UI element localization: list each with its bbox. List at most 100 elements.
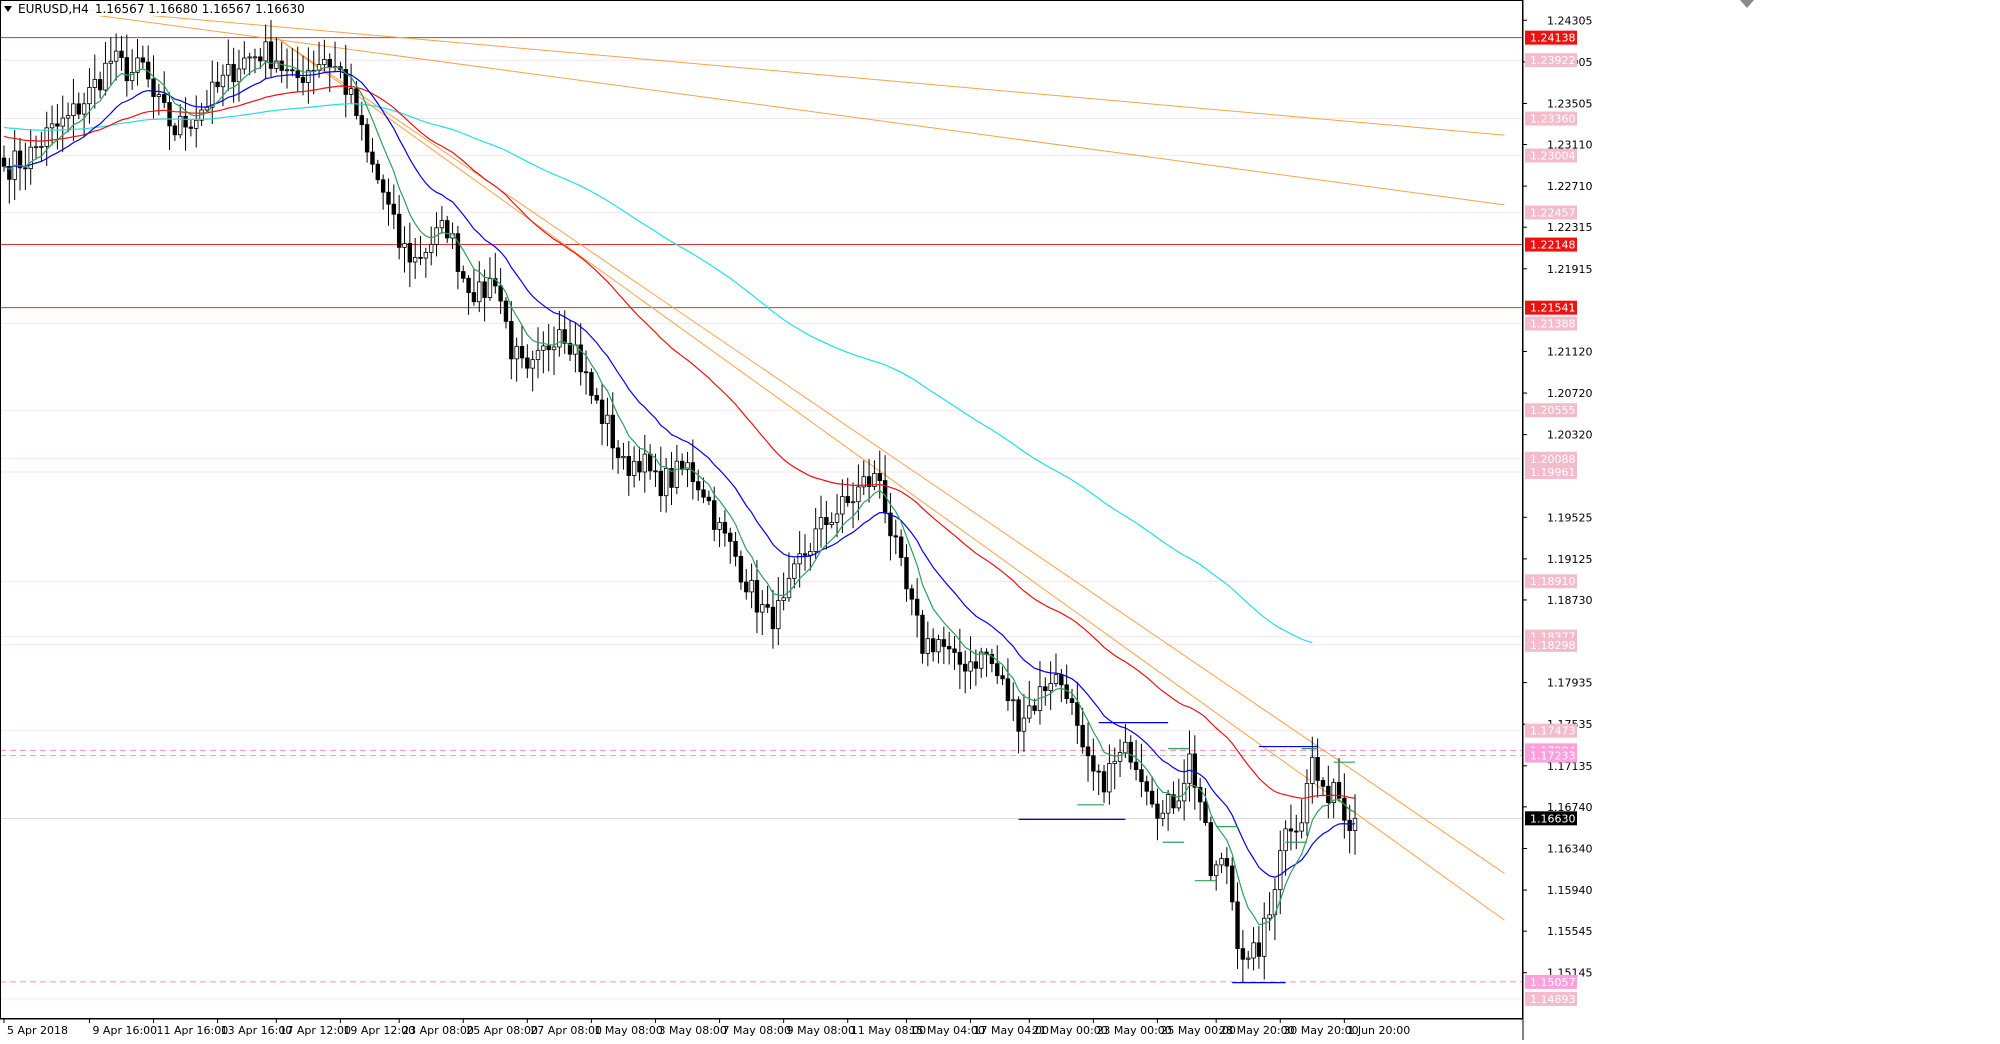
price-tag-text: 1.14893: [1530, 993, 1576, 1006]
candle-body-bear: [963, 663, 968, 672]
price-tag[interactable]: 1.20555: [1525, 403, 1577, 418]
chart-shift-icon[interactable]: [1740, 0, 1754, 8]
price-tag[interactable]: 1.14893: [1525, 991, 1577, 1006]
candle-body-bull: [1352, 817, 1358, 832]
candle: [482, 269, 487, 322]
x-tick-label: 17 May 04:00: [974, 1024, 1049, 1037]
candle-body-bear: [258, 56, 263, 62]
y-tick-label: 1.16340: [1547, 842, 1593, 855]
candle: [140, 45, 146, 70]
price-tag-text: 1.16630: [1530, 812, 1576, 825]
x-tick-label: 9 Apr 16:00: [92, 1024, 157, 1037]
candle: [322, 39, 327, 72]
candle-body-bear: [920, 614, 925, 654]
candle: [466, 275, 471, 315]
candle: [685, 451, 690, 488]
price-tag[interactable]: 1.17473: [1525, 723, 1577, 738]
price-tag[interactable]: 1.24138: [1525, 30, 1577, 45]
x-tick-label: 1 Jun 20:00: [1347, 1024, 1410, 1037]
symbol-header[interactable]: EURUSD,H4 1.16567 1.16680 1.16567 1.1663…: [2, 2, 307, 16]
price-tag[interactable]: 1.20088: [1525, 451, 1577, 466]
candle-body-bull: [1278, 850, 1283, 891]
candle-body-bear: [589, 372, 594, 396]
trendline[interactable]: [276, 37, 1505, 874]
candle: [396, 195, 402, 260]
price-tag[interactable]: 1.19961: [1525, 464, 1577, 479]
candle-body-bull: [135, 57, 140, 73]
dropdown-arrow-icon[interactable]: [4, 6, 12, 12]
candle-body-bull: [818, 517, 824, 530]
price-tag[interactable]: 1.16630: [1525, 811, 1577, 826]
candle-body-bull: [210, 81, 215, 108]
candle: [1304, 769, 1310, 837]
candle-body-bull: [979, 651, 984, 669]
price-tag[interactable]: 1.18298: [1525, 637, 1577, 652]
candle: [194, 95, 199, 148]
x-tick-label: 25 May 00:00: [1160, 1024, 1235, 1037]
trendline[interactable]: [0, 1, 1505, 206]
y-tick-label: 1.17135: [1547, 760, 1593, 773]
candle-body-bear: [380, 179, 386, 193]
price-tag-bg: [1525, 300, 1577, 315]
candle: [129, 49, 135, 90]
candle: [1326, 765, 1331, 819]
price-tag[interactable]: 1.22148: [1525, 237, 1577, 252]
trendline[interactable]: [276, 37, 1505, 921]
candle-body-bear: [952, 648, 957, 653]
price-tag[interactable]: 1.17233: [1525, 748, 1577, 763]
candle: [781, 572, 786, 611]
price-tag[interactable]: 1.23004: [1525, 148, 1577, 163]
trendline[interactable]: [0, 1, 1505, 136]
price-tag[interactable]: 1.23922: [1525, 53, 1577, 68]
price-tag[interactable]: 1.18910: [1525, 574, 1577, 589]
candle-body-bear: [583, 371, 589, 374]
candle: [669, 452, 674, 506]
candle: [380, 174, 386, 210]
candle-body-bear: [525, 357, 530, 369]
price-tag[interactable]: 1.21388: [1525, 316, 1577, 331]
candle-body-bull: [872, 473, 877, 487]
candle-body-bull: [1304, 782, 1310, 824]
candle: [188, 119, 194, 137]
candle-body-bear: [279, 60, 284, 71]
price-tag[interactable]: 1.15057: [1525, 974, 1577, 989]
candle-body-bull: [220, 74, 226, 88]
candle-body-bear: [183, 115, 188, 128]
candle: [1230, 857, 1235, 911]
candle: [626, 440, 631, 496]
candle-body-bear: [744, 581, 749, 593]
candle: [546, 324, 551, 372]
candle: [1267, 892, 1272, 931]
candle-body-bear: [722, 522, 728, 534]
candle-body-bull: [1213, 864, 1219, 877]
price-tag-text: 1.22148: [1530, 239, 1576, 252]
candle-body-bear: [562, 329, 567, 344]
price-tag-bg: [1525, 723, 1577, 738]
candle-body-bull: [1011, 699, 1016, 702]
y-tick-label: 1.15940: [1547, 884, 1593, 897]
price-tag-bg: [1525, 53, 1577, 68]
candle: [119, 35, 124, 71]
candle-body-bull: [808, 551, 813, 556]
candle: [1144, 775, 1149, 806]
y-tick-label: 1.15545: [1547, 925, 1593, 938]
candle: [856, 464, 861, 521]
candle: [402, 226, 407, 273]
candle: [1101, 764, 1107, 803]
candle: [765, 585, 770, 614]
candle: [1342, 773, 1347, 839]
x-tick-label: 19 Apr 12:00: [343, 1024, 415, 1037]
price-tag[interactable]: 1.21541: [1525, 300, 1577, 315]
price-tag-bg: [1525, 637, 1577, 652]
price-tag[interactable]: 1.22457: [1525, 205, 1577, 220]
candle: [247, 52, 252, 76]
candle-body-bear: [493, 278, 498, 287]
price-tag[interactable]: 1.23360: [1525, 111, 1577, 126]
candle-body-bull: [1165, 794, 1171, 814]
candle: [92, 54, 97, 109]
price-tag-bg: [1525, 991, 1577, 1006]
candle-body-bear: [76, 103, 81, 115]
candle: [370, 137, 375, 173]
